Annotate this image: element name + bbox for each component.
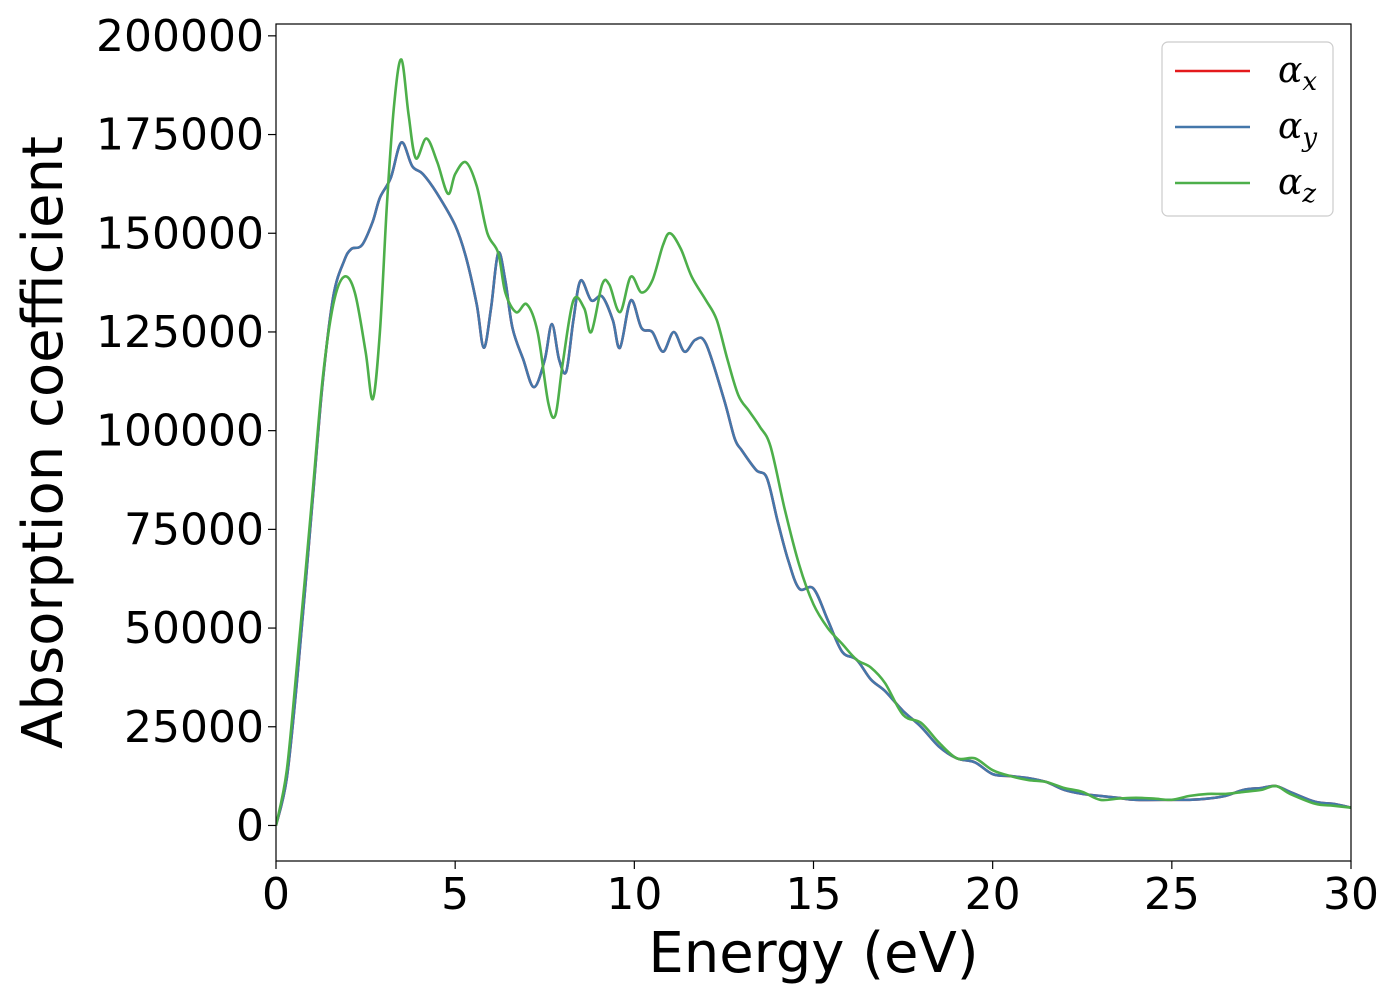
y-tick-label: 75000 — [124, 504, 264, 555]
y-tick-label: 175000 — [96, 110, 264, 161]
series-line-alpha-y — [276, 141, 1351, 826]
y-axis-ticks: 0 25000 50000 75000 100000 125000 150000 175000… — [96, 11, 276, 851]
y-tick-label: 25000 — [124, 702, 264, 753]
y-tick-label: 150000 — [96, 208, 264, 259]
y-tick-label: 200000 — [96, 11, 264, 62]
x-tick-label: 25 — [1144, 869, 1200, 920]
x-tick-label: 0 — [262, 869, 290, 920]
x-tick-label: 5 — [441, 869, 469, 920]
x-tick-label: 30 — [1323, 869, 1379, 920]
x-tick-label: 15 — [786, 869, 842, 920]
y-tick-label: 125000 — [96, 307, 264, 358]
y-tick-label: 0 — [236, 800, 264, 851]
x-tick-label: 20 — [965, 869, 1021, 920]
series-lines — [276, 58, 1351, 826]
x-axis-title: Energy (eV) — [648, 921, 978, 986]
series-line-alpha-x — [276, 141, 1351, 826]
legend-box — [1161, 41, 1334, 217]
x-axis-ticks: 0 5 10 15 20 25 30 — [262, 861, 1379, 920]
y-tick-label: 50000 — [124, 603, 264, 654]
series-line-alpha-z — [276, 58, 1351, 826]
y-axis-title: Absorption coefficient — [11, 136, 76, 749]
y-tick-label: 100000 — [96, 406, 264, 457]
x-tick-label: 10 — [606, 869, 662, 920]
